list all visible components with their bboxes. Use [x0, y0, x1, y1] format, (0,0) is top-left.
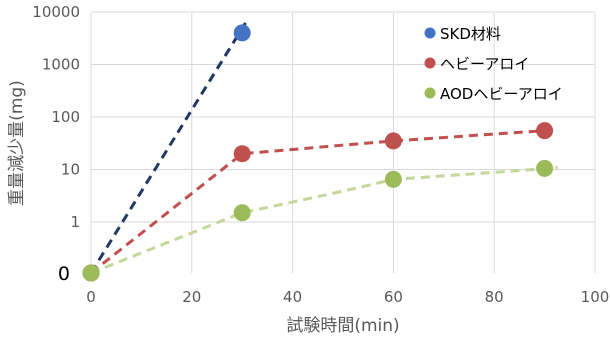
y-tick-label: 10 [61, 161, 80, 179]
legend-label: SKD材料 [440, 25, 501, 43]
data-point-series-2 [384, 170, 402, 188]
y-tick-label: 1000 [42, 56, 80, 74]
legend-label: ヘビーアロイ [440, 55, 529, 73]
gridlines [90, 11, 596, 273]
x-tick-label: 80 [485, 288, 504, 306]
y-axis-title: 重量減少量(mg) [7, 80, 27, 206]
data-point-series-1 [384, 132, 402, 150]
x-tick-label: 100 [581, 288, 610, 306]
data-point-series-2 [536, 159, 554, 177]
data-point-series-0 [233, 24, 251, 42]
y-tick-label: 1 [70, 213, 80, 231]
data-point-series-2 [82, 264, 100, 282]
data-point-series-1 [536, 122, 554, 140]
x-axis-title: 試験時間(min) [286, 316, 399, 336]
legend-marker [424, 87, 436, 99]
x-tick-labels: 0 20 40 60 80 100 [86, 288, 609, 306]
data-points [82, 24, 554, 282]
trendline-series-1 [90, 128, 558, 275]
legend-marker [424, 27, 436, 39]
x-tick-label: 60 [384, 288, 403, 306]
x-tick-label: 40 [283, 288, 302, 306]
legend-label: AODヘビーアロイ [440, 85, 563, 103]
data-point-series-2 [233, 204, 251, 222]
y-tick-label: 10000 [32, 3, 80, 21]
y-tick-label: 0 [58, 263, 70, 285]
data-point-series-1 [233, 145, 251, 163]
legend-marker [424, 57, 436, 69]
y-tick-label: 100 [51, 108, 80, 126]
x-tick-label: 20 [182, 288, 201, 306]
x-tick-label: 0 [86, 288, 96, 306]
y-tick-labels: 0 1 10 100 1000 10000 [32, 3, 80, 285]
trendline-series-2 [90, 166, 558, 275]
trendline-series-0 [89, 19, 249, 274]
